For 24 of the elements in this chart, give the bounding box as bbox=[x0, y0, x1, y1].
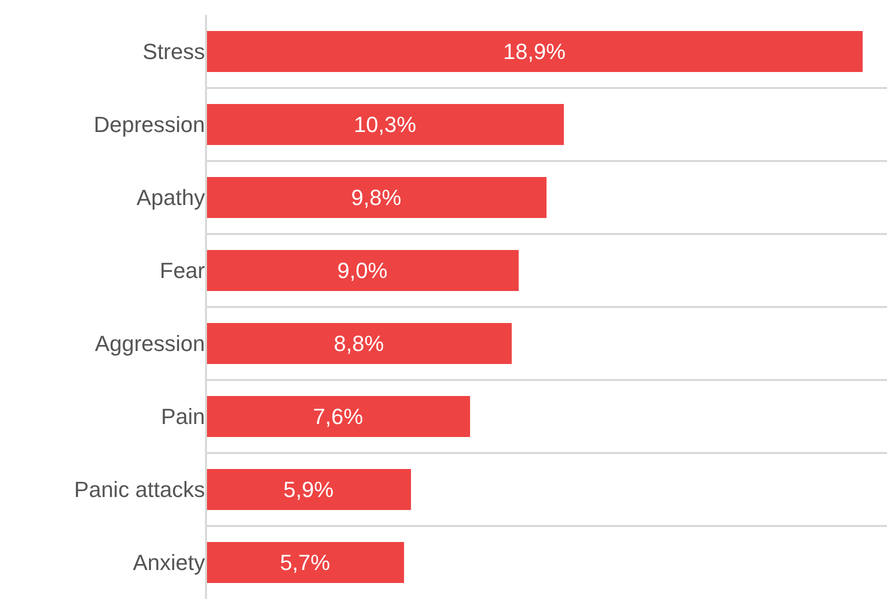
data-label: 8,8% bbox=[334, 331, 384, 356]
y-tick-label: Fear bbox=[160, 258, 205, 284]
data-label: 9,0% bbox=[337, 258, 388, 283]
bar bbox=[206, 31, 863, 72]
y-tick-label: Pain bbox=[160, 404, 205, 430]
y-tick-label: Anxiety bbox=[132, 550, 205, 576]
data-label: 5,7% bbox=[280, 550, 330, 575]
y-tick-label: Panic attacks bbox=[74, 477, 205, 502]
bar bbox=[206, 104, 564, 145]
data-label: 10,3% bbox=[354, 112, 416, 137]
data-label: 18,9% bbox=[503, 39, 566, 64]
bar bbox=[206, 323, 512, 364]
data-label: 7,6% bbox=[312, 404, 364, 429]
y-tick-label: Aggression bbox=[94, 331, 205, 356]
bar bbox=[206, 469, 411, 510]
bar bbox=[206, 396, 470, 437]
y-tick-label: Apathy bbox=[136, 185, 205, 210]
bar bbox=[206, 542, 404, 583]
data-label: 5,9% bbox=[283, 477, 334, 502]
y-tick-label: Stress bbox=[142, 39, 205, 64]
data-label: 9,8% bbox=[351, 185, 402, 210]
bar bbox=[206, 250, 519, 291]
y-tick-label: Depression bbox=[94, 112, 205, 138]
bar bbox=[206, 177, 546, 218]
